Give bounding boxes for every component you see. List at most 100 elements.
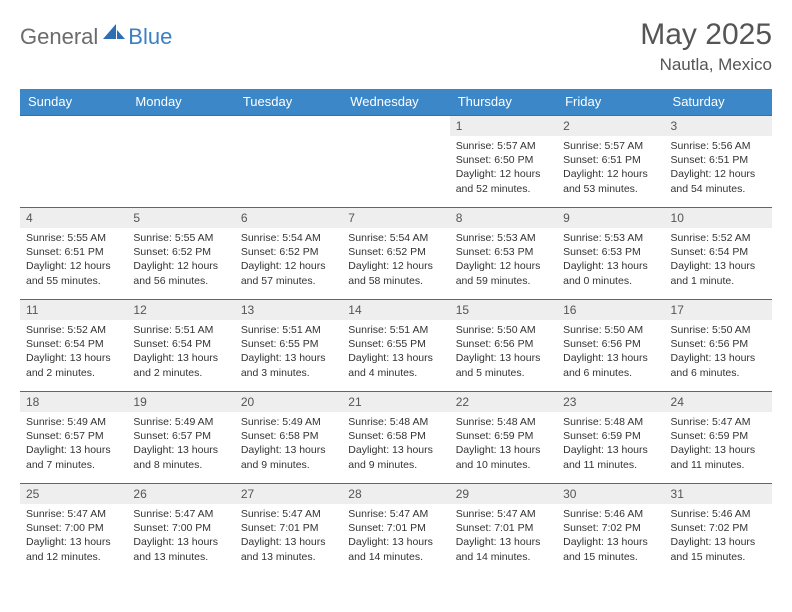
calendar-week-row: 11Sunrise: 5:52 AMSunset: 6:54 PMDayligh… [20, 300, 772, 392]
calendar-day-cell: 5Sunrise: 5:55 AMSunset: 6:52 PMDaylight… [127, 208, 234, 300]
day-number: 15 [450, 300, 557, 320]
day-number: 9 [557, 208, 664, 228]
calendar-day-cell: 24Sunrise: 5:47 AMSunset: 6:59 PMDayligh… [665, 392, 772, 484]
day-details: Sunrise: 5:47 AMSunset: 6:59 PMDaylight:… [665, 412, 772, 476]
day-number: 6 [235, 208, 342, 228]
day-number: 29 [450, 484, 557, 504]
day-number: 8 [450, 208, 557, 228]
weekday-header: Friday [557, 89, 664, 116]
weekday-header: Sunday [20, 89, 127, 116]
calendar-day-cell: 12Sunrise: 5:51 AMSunset: 6:54 PMDayligh… [127, 300, 234, 392]
day-number: 3 [665, 116, 772, 136]
day-number: 30 [557, 484, 664, 504]
calendar-day-cell: 29Sunrise: 5:47 AMSunset: 7:01 PMDayligh… [450, 484, 557, 576]
calendar-day-cell: 3Sunrise: 5:56 AMSunset: 6:51 PMDaylight… [665, 116, 772, 208]
weekday-header: Thursday [450, 89, 557, 116]
calendar-day-cell: 23Sunrise: 5:48 AMSunset: 6:59 PMDayligh… [557, 392, 664, 484]
calendar-day-cell: 6Sunrise: 5:54 AMSunset: 6:52 PMDaylight… [235, 208, 342, 300]
day-number: 27 [235, 484, 342, 504]
calendar-day-cell: 17Sunrise: 5:50 AMSunset: 6:56 PMDayligh… [665, 300, 772, 392]
day-details: Sunrise: 5:56 AMSunset: 6:51 PMDaylight:… [665, 136, 772, 200]
day-number: 1 [450, 116, 557, 136]
weekday-header: Tuesday [235, 89, 342, 116]
day-details: Sunrise: 5:53 AMSunset: 6:53 PMDaylight:… [450, 228, 557, 292]
calendar-day-cell: 1Sunrise: 5:57 AMSunset: 6:50 PMDaylight… [450, 116, 557, 208]
calendar-empty-cell [127, 116, 234, 208]
calendar-day-cell: 30Sunrise: 5:46 AMSunset: 7:02 PMDayligh… [557, 484, 664, 576]
calendar-day-cell: 10Sunrise: 5:52 AMSunset: 6:54 PMDayligh… [665, 208, 772, 300]
day-number: 18 [20, 392, 127, 412]
calendar-day-cell: 31Sunrise: 5:46 AMSunset: 7:02 PMDayligh… [665, 484, 772, 576]
day-details: Sunrise: 5:55 AMSunset: 6:51 PMDaylight:… [20, 228, 127, 292]
day-number: 14 [342, 300, 449, 320]
calendar-week-row: 4Sunrise: 5:55 AMSunset: 6:51 PMDaylight… [20, 208, 772, 300]
day-details: Sunrise: 5:48 AMSunset: 6:59 PMDaylight:… [450, 412, 557, 476]
day-number: 31 [665, 484, 772, 504]
day-details: Sunrise: 5:47 AMSunset: 7:01 PMDaylight:… [450, 504, 557, 568]
calendar-week-row: 1Sunrise: 5:57 AMSunset: 6:50 PMDaylight… [20, 116, 772, 208]
day-number: 13 [235, 300, 342, 320]
day-number: 25 [20, 484, 127, 504]
day-number: 5 [127, 208, 234, 228]
day-number: 21 [342, 392, 449, 412]
calendar-day-cell: 26Sunrise: 5:47 AMSunset: 7:00 PMDayligh… [127, 484, 234, 576]
calendar-day-cell: 11Sunrise: 5:52 AMSunset: 6:54 PMDayligh… [20, 300, 127, 392]
day-number: 4 [20, 208, 127, 228]
month-title: May 2025 [640, 18, 772, 51]
calendar-day-cell: 20Sunrise: 5:49 AMSunset: 6:58 PMDayligh… [235, 392, 342, 484]
day-details: Sunrise: 5:47 AMSunset: 7:00 PMDaylight:… [127, 504, 234, 568]
brand-text-1: General [20, 24, 98, 50]
day-number: 20 [235, 392, 342, 412]
weekday-header: Monday [127, 89, 234, 116]
day-details: Sunrise: 5:48 AMSunset: 6:59 PMDaylight:… [557, 412, 664, 476]
day-details: Sunrise: 5:54 AMSunset: 6:52 PMDaylight:… [235, 228, 342, 292]
calendar-day-cell: 13Sunrise: 5:51 AMSunset: 6:55 PMDayligh… [235, 300, 342, 392]
calendar-day-cell: 15Sunrise: 5:50 AMSunset: 6:56 PMDayligh… [450, 300, 557, 392]
day-details: Sunrise: 5:55 AMSunset: 6:52 PMDaylight:… [127, 228, 234, 292]
day-number: 17 [665, 300, 772, 320]
day-number: 19 [127, 392, 234, 412]
day-details: Sunrise: 5:57 AMSunset: 6:51 PMDaylight:… [557, 136, 664, 200]
calendar-empty-cell [20, 116, 127, 208]
day-details: Sunrise: 5:51 AMSunset: 6:55 PMDaylight:… [342, 320, 449, 384]
calendar-day-cell: 16Sunrise: 5:50 AMSunset: 6:56 PMDayligh… [557, 300, 664, 392]
calendar-day-cell: 21Sunrise: 5:48 AMSunset: 6:58 PMDayligh… [342, 392, 449, 484]
day-details: Sunrise: 5:50 AMSunset: 6:56 PMDaylight:… [557, 320, 664, 384]
day-details: Sunrise: 5:48 AMSunset: 6:58 PMDaylight:… [342, 412, 449, 476]
day-number: 26 [127, 484, 234, 504]
day-number: 10 [665, 208, 772, 228]
calendar-day-cell: 2Sunrise: 5:57 AMSunset: 6:51 PMDaylight… [557, 116, 664, 208]
calendar-day-cell: 18Sunrise: 5:49 AMSunset: 6:57 PMDayligh… [20, 392, 127, 484]
day-details: Sunrise: 5:57 AMSunset: 6:50 PMDaylight:… [450, 136, 557, 200]
day-number: 2 [557, 116, 664, 136]
day-details: Sunrise: 5:46 AMSunset: 7:02 PMDaylight:… [557, 504, 664, 568]
calendar-week-row: 25Sunrise: 5:47 AMSunset: 7:00 PMDayligh… [20, 484, 772, 576]
calendar-day-cell: 27Sunrise: 5:47 AMSunset: 7:01 PMDayligh… [235, 484, 342, 576]
calendar-day-cell: 28Sunrise: 5:47 AMSunset: 7:01 PMDayligh… [342, 484, 449, 576]
day-details: Sunrise: 5:49 AMSunset: 6:57 PMDaylight:… [20, 412, 127, 476]
calendar-day-cell: 4Sunrise: 5:55 AMSunset: 6:51 PMDaylight… [20, 208, 127, 300]
day-number: 22 [450, 392, 557, 412]
day-details: Sunrise: 5:51 AMSunset: 6:54 PMDaylight:… [127, 320, 234, 384]
day-number: 24 [665, 392, 772, 412]
weekday-header: Saturday [665, 89, 772, 116]
brand-logo: General Blue [20, 18, 172, 50]
day-details: Sunrise: 5:50 AMSunset: 6:56 PMDaylight:… [450, 320, 557, 384]
day-details: Sunrise: 5:52 AMSunset: 6:54 PMDaylight:… [20, 320, 127, 384]
day-details: Sunrise: 5:47 AMSunset: 7:01 PMDaylight:… [235, 504, 342, 568]
weekday-header: Wednesday [342, 89, 449, 116]
calendar-week-row: 18Sunrise: 5:49 AMSunset: 6:57 PMDayligh… [20, 392, 772, 484]
day-number: 23 [557, 392, 664, 412]
calendar-table: SundayMondayTuesdayWednesdayThursdayFrid… [20, 89, 772, 576]
calendar-day-cell: 14Sunrise: 5:51 AMSunset: 6:55 PMDayligh… [342, 300, 449, 392]
calendar-day-cell: 19Sunrise: 5:49 AMSunset: 6:57 PMDayligh… [127, 392, 234, 484]
day-details: Sunrise: 5:47 AMSunset: 7:01 PMDaylight:… [342, 504, 449, 568]
header-row: General Blue May 2025 Nautla, Mexico [20, 18, 772, 75]
location-label: Nautla, Mexico [640, 55, 772, 75]
calendar-day-cell: 9Sunrise: 5:53 AMSunset: 6:53 PMDaylight… [557, 208, 664, 300]
day-details: Sunrise: 5:49 AMSunset: 6:57 PMDaylight:… [127, 412, 234, 476]
day-number: 11 [20, 300, 127, 320]
calendar-day-cell: 25Sunrise: 5:47 AMSunset: 7:00 PMDayligh… [20, 484, 127, 576]
calendar-empty-cell [342, 116, 449, 208]
calendar-day-cell: 22Sunrise: 5:48 AMSunset: 6:59 PMDayligh… [450, 392, 557, 484]
